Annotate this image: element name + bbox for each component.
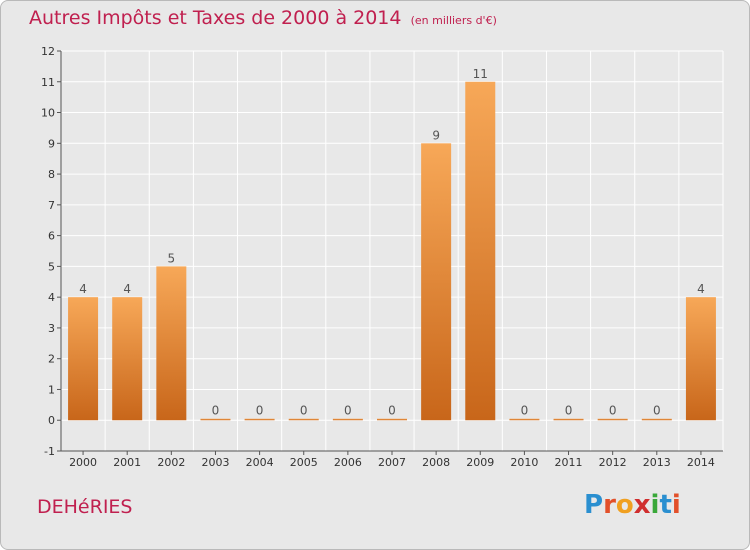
x-tick-label-2014: 2014 xyxy=(687,456,715,469)
logo-letter-4: i xyxy=(650,490,660,520)
axes xyxy=(57,50,723,455)
x-tick-label-2005: 2005 xyxy=(290,456,318,469)
value-label-2012: 0 xyxy=(609,404,617,418)
logo-letter-5: t xyxy=(659,490,672,520)
logo-letter-2: o xyxy=(615,490,634,520)
y-tick-label: 5 xyxy=(48,260,55,273)
bar-2012 xyxy=(597,418,628,421)
y-tick-label: 7 xyxy=(48,199,55,212)
x-tick-label-2013: 2013 xyxy=(643,456,671,469)
x-tick-label-2006: 2006 xyxy=(334,456,362,469)
logo-letter-0: P xyxy=(584,490,604,520)
x-tick-label-2002: 2002 xyxy=(157,456,185,469)
value-label-2011: 0 xyxy=(565,404,573,418)
x-tick-label-2008: 2008 xyxy=(422,456,450,469)
place-name: DEHéRIES xyxy=(37,496,133,518)
bars xyxy=(68,81,716,421)
bar-2014 xyxy=(685,297,716,421)
x-tick-label-2012: 2012 xyxy=(599,456,627,469)
y-tick-label: 11 xyxy=(41,76,55,89)
value-label-2004: 0 xyxy=(256,404,264,418)
value-label-2014: 4 xyxy=(697,282,705,296)
bar-2006 xyxy=(332,418,363,421)
bar-2007 xyxy=(377,418,407,421)
value-label-2005: 0 xyxy=(300,404,308,418)
y-tick-label: 9 xyxy=(48,137,55,150)
y-tick-label: 8 xyxy=(48,168,55,181)
bar-2013 xyxy=(641,418,672,421)
x-tick-label-2007: 2007 xyxy=(378,456,406,469)
value-label-2002: 5 xyxy=(168,251,176,265)
x-tick-label-2011: 2011 xyxy=(555,456,583,469)
bar-2001 xyxy=(112,297,143,421)
value-label-2006: 0 xyxy=(344,404,352,418)
x-tick-label-2010: 2010 xyxy=(510,456,538,469)
bar-2000 xyxy=(68,297,99,421)
y-tick-label: 0 xyxy=(48,414,55,427)
unit-note: (en milliers d'€) xyxy=(410,14,497,27)
proxiti-logo: Proxiti xyxy=(584,490,681,520)
value-label-2000: 4 xyxy=(79,282,87,296)
y-tick-label: -1 xyxy=(44,445,55,458)
y-tick-label: 3 xyxy=(48,322,55,335)
value-label-2013: 0 xyxy=(653,404,661,418)
y-tick-label: 12 xyxy=(41,45,55,58)
bar-2005 xyxy=(288,418,319,421)
y-tick-label: 10 xyxy=(41,107,55,120)
value-label-2007: 0 xyxy=(388,404,396,418)
y-tick-label: 1 xyxy=(48,383,55,396)
value-label-2010: 0 xyxy=(521,404,529,418)
x-tick-label-2009: 2009 xyxy=(466,456,494,469)
bar-2011 xyxy=(553,418,584,421)
x-tick-label-2001: 2001 xyxy=(113,456,141,469)
x-tick-label-2004: 2004 xyxy=(246,456,274,469)
bar-2010 xyxy=(509,418,540,421)
bar-2004 xyxy=(244,418,275,421)
bar-2002 xyxy=(156,266,187,421)
value-labels: 4 4 5 0 0 0 0 0 9 11 0 0 0 0 4 xyxy=(79,67,705,418)
value-label-2008: 9 xyxy=(432,128,440,142)
logo-letter-1: r xyxy=(603,490,616,520)
chart-title: Autres Impôts et Taxes de 2000 à 2014 xyxy=(29,7,402,29)
value-label-2003: 0 xyxy=(212,404,220,418)
logo-letter-3: x xyxy=(633,490,651,520)
x-tick-label-2000: 2000 xyxy=(69,456,97,469)
value-label-2009: 11 xyxy=(473,67,488,81)
bar-2008 xyxy=(421,143,452,421)
y-tick-label: 2 xyxy=(48,353,55,366)
y-tick-label: 6 xyxy=(48,230,55,243)
logo-letter-6: i xyxy=(671,490,681,520)
chart-title-row: Autres Impôts et Taxes de 2000 à 2014 (e… xyxy=(29,7,497,29)
bar-2003 xyxy=(200,418,231,421)
x-tick-label-2003: 2003 xyxy=(201,456,229,469)
y-tick-label: 4 xyxy=(48,291,55,304)
bar-2009 xyxy=(465,81,496,421)
value-label-2001: 4 xyxy=(123,282,131,296)
